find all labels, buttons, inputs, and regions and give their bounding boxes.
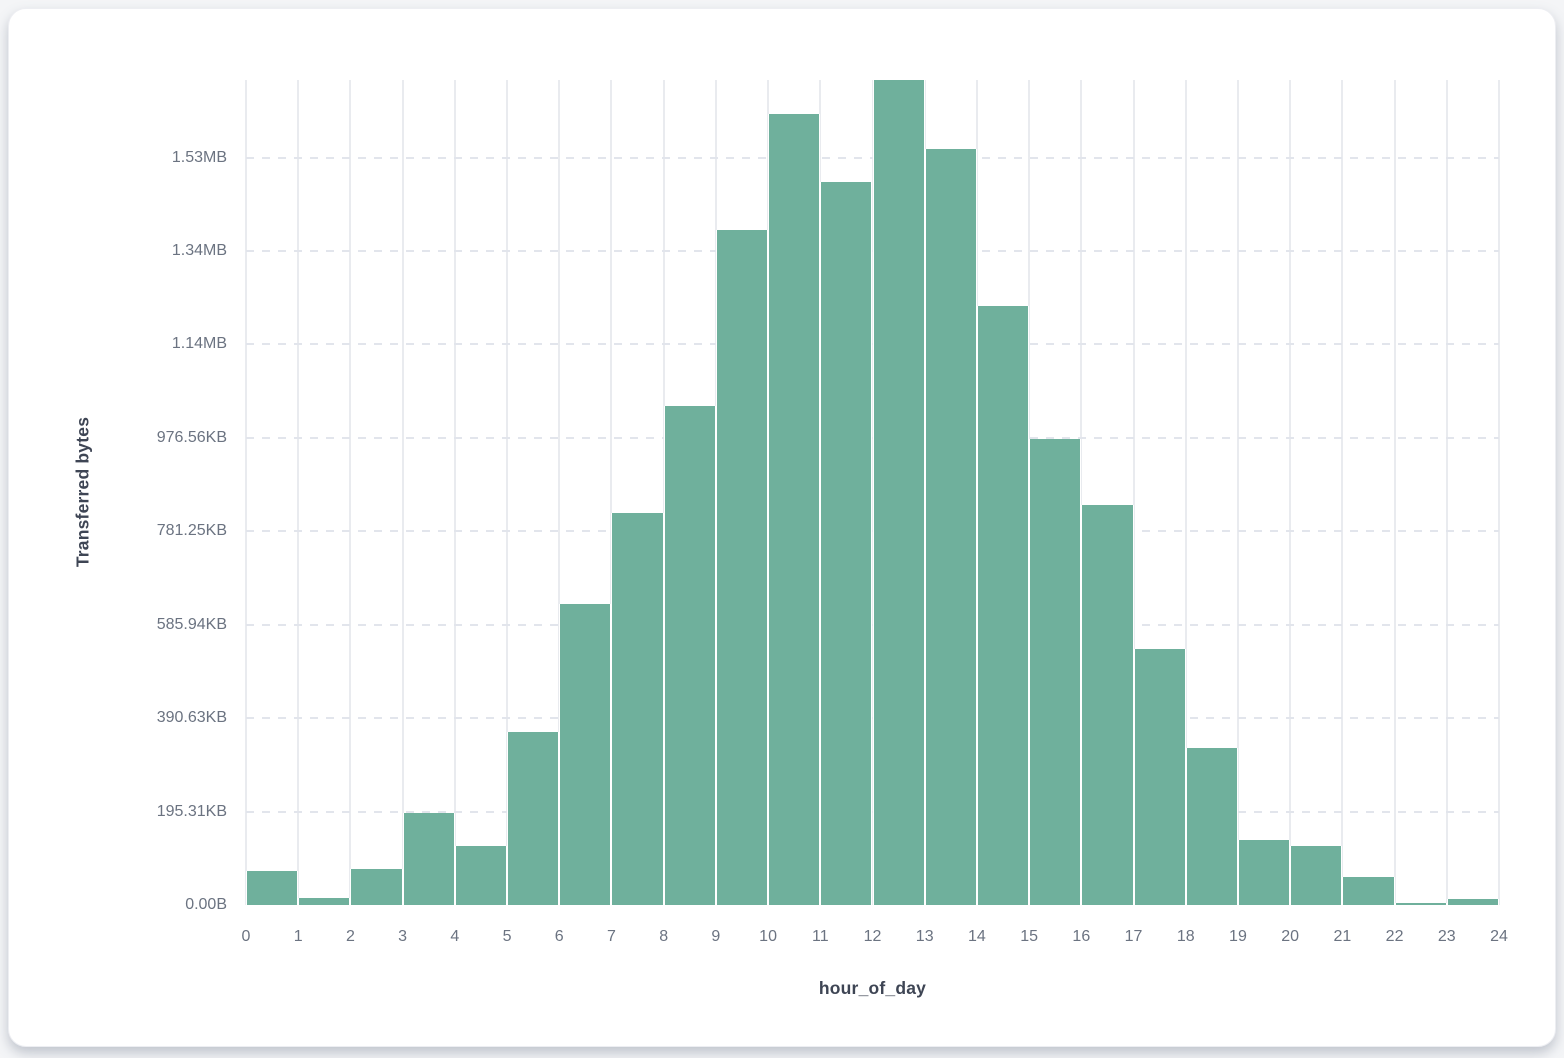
x-tick-label: 17 (1124, 928, 1143, 945)
histogram-bar-hour-22[interactable] (1394, 903, 1447, 905)
x-tick-label: 22 (1385, 928, 1404, 945)
x-tick-label: 23 (1437, 928, 1456, 945)
v-gridline (610, 80, 613, 905)
x-tick-label: 3 (398, 928, 408, 945)
v-gridline (245, 80, 247, 905)
x-tick-label: 11 (811, 928, 829, 945)
histogram-bar-hour-5[interactable] (507, 731, 560, 905)
y-tick-label: 1.14MB (171, 335, 227, 353)
histogram-bar-hour-12[interactable] (872, 80, 925, 905)
x-tick-label: 15 (1020, 928, 1039, 945)
x-tick-label: 19 (1229, 928, 1247, 945)
histogram-bar-hour-10[interactable] (768, 114, 821, 905)
x-axis: 0 1 2 3 4 5 6 7 8 9 10 11 12 13 14 15 16 17 18 19 20 21 22 23 24 (242, 926, 1508, 950)
histogram-bar-hour-4[interactable] (454, 846, 508, 905)
histogram-bar-hour-17[interactable] (1133, 648, 1186, 905)
histogram-bar-hour-23[interactable] (1446, 898, 1499, 905)
x-tick-label: 18 (1176, 928, 1195, 945)
x-tick-label: 20 (1281, 928, 1300, 945)
v-gridline (453, 80, 456, 905)
v-gridline (1236, 80, 1239, 905)
histogram-bar-hour-3[interactable] (402, 812, 455, 905)
histogram-bar-hour-20[interactable] (1290, 846, 1343, 905)
x-tick-label: 1 (293, 928, 303, 945)
histogram-bar-hour-0[interactable] (246, 870, 299, 905)
x-tick-label: 10 (759, 928, 777, 945)
x-tick-label: 13 (915, 928, 934, 945)
x-tick-label: 12 (863, 928, 882, 945)
x-axis-title: hour_of_day (818, 978, 927, 998)
histogram-bar-hour-19[interactable] (1237, 840, 1291, 905)
v-gridline (1080, 80, 1083, 905)
chart-card: Transferred bytes hour_of_day 0.00B 195.3… (8, 8, 1556, 1047)
v-gridline (506, 80, 509, 905)
y-tick-label: 781.25KB (156, 522, 227, 540)
y-tick-label: 195.31KB (156, 802, 227, 820)
histogram-bar-hour-2[interactable] (350, 869, 403, 905)
y-tick-label: 585.94KB (156, 615, 227, 633)
x-tick-label: 14 (968, 928, 986, 945)
v-gridline (558, 80, 561, 905)
v-gridline (1498, 80, 1500, 905)
histogram-bar-hour-13[interactable] (924, 149, 977, 905)
v-gridline (1132, 80, 1135, 905)
x-tick-label: 6 (554, 928, 564, 945)
x-tick-label: 16 (1072, 928, 1091, 945)
v-gridline (401, 80, 404, 905)
plot-area (245, 80, 1500, 905)
y-tick-label: 976.56KB (156, 428, 227, 446)
x-tick-label: 21 (1333, 928, 1352, 945)
histogram-bar-hour-18[interactable] (1185, 748, 1238, 905)
y-tick-label: 0.00B (185, 896, 227, 913)
v-gridline (349, 80, 352, 905)
v-gridline (1393, 80, 1396, 905)
histogram-bar-hour-11[interactable] (820, 181, 873, 905)
y-axis: 0.00B 195.31KB 390.63KB 585.94KB 781.25KB 976… (9, 80, 227, 913)
y-tick-label: 390.63KB (156, 709, 227, 727)
histogram-bar-hour-21[interactable] (1342, 876, 1395, 905)
histogram-bar-hour-15[interactable] (1029, 439, 1082, 905)
x-tick-label: 0 (241, 928, 251, 945)
y-tick-label: 1.53MB (171, 148, 227, 166)
histogram-bar-hour-9[interactable] (715, 229, 769, 905)
x-tick-label: 7 (607, 928, 616, 945)
histogram-bar-hour-8[interactable] (663, 406, 716, 905)
v-gridline (297, 80, 300, 905)
x-tick-label: 2 (345, 928, 355, 945)
v-gridline (1289, 80, 1292, 905)
v-gridline (1341, 80, 1344, 905)
x-tick-label: 24 (1490, 928, 1508, 945)
y-tick-label: 1.34MB (171, 241, 227, 259)
histogram-bar-hour-6[interactable] (559, 604, 612, 905)
x-tick-label: 5 (502, 928, 512, 945)
v-gridline (1184, 80, 1187, 905)
histogram-bar-hour-1[interactable] (298, 898, 351, 905)
x-tick-label: 9 (711, 928, 721, 945)
x-tick-label: 4 (450, 928, 460, 945)
histogram-bar-hour-7[interactable] (611, 512, 664, 905)
x-tick-label: 8 (659, 928, 669, 945)
v-gridline (1445, 80, 1448, 905)
histogram-bar-hour-16[interactable] (1081, 504, 1134, 905)
histogram-bar-hour-14[interactable] (976, 306, 1030, 905)
